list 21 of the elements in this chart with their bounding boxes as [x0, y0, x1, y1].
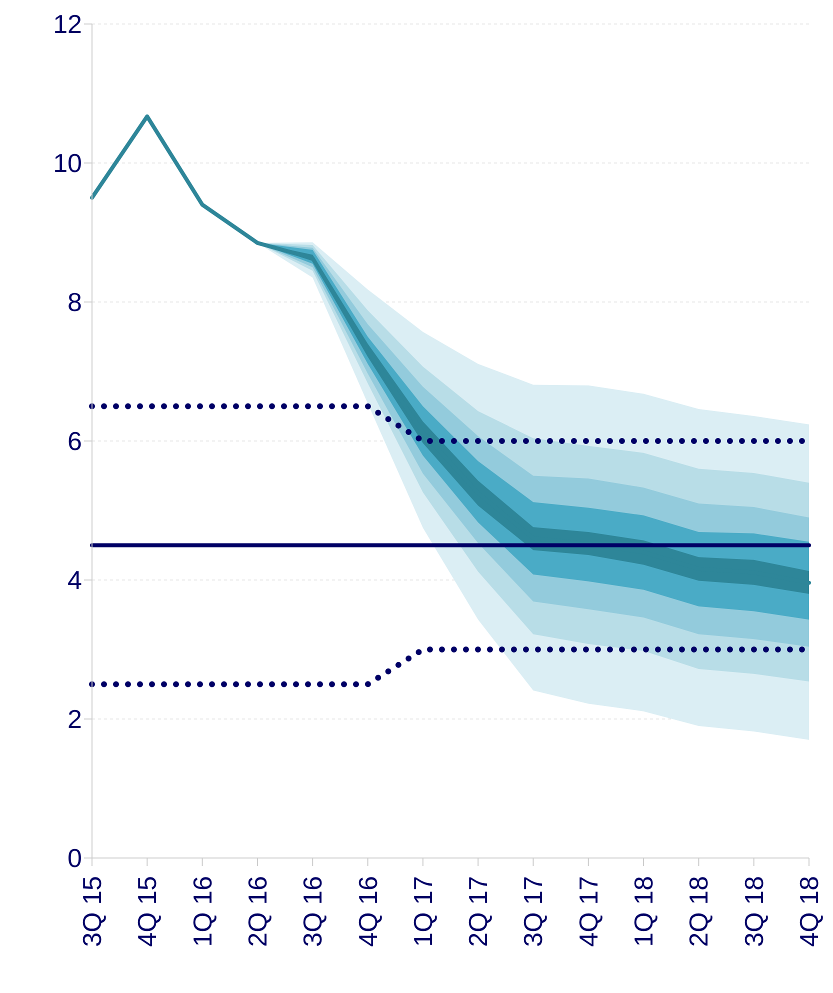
x-tick-label: 2Q 18 [684, 876, 714, 947]
x-tick-label: 1Q 16 [187, 876, 218, 947]
y-tick-label: 12 [53, 9, 82, 40]
x-tick-label: 2Q 17 [463, 876, 494, 947]
x-tick-label: 4Q 18 [794, 876, 824, 947]
x-tick-label: 3Q 17 [518, 876, 548, 947]
y-tick-label: 8 [68, 287, 82, 318]
x-tick-label: 4Q 16 [352, 876, 383, 947]
y-tick-label: 10 [53, 148, 82, 178]
y-tick-label: 2 [68, 704, 82, 734]
x-tick-label: 3Q 18 [738, 876, 769, 947]
y-tick-label: 6 [68, 426, 82, 456]
y-tick-label: 0 [68, 843, 82, 874]
x-tick-label: 4Q 17 [573, 876, 604, 947]
x-tick-label: 3Q 15 [77, 876, 107, 947]
x-tick-label: 1Q 17 [408, 876, 438, 947]
y-tick-label: 4 [68, 565, 82, 596]
x-tick-label: 2Q 16 [242, 876, 272, 947]
x-tick-label: 4Q 15 [132, 876, 162, 947]
x-tick-label: 1Q 18 [628, 876, 659, 947]
x-tick-label: 3Q 16 [298, 876, 328, 947]
